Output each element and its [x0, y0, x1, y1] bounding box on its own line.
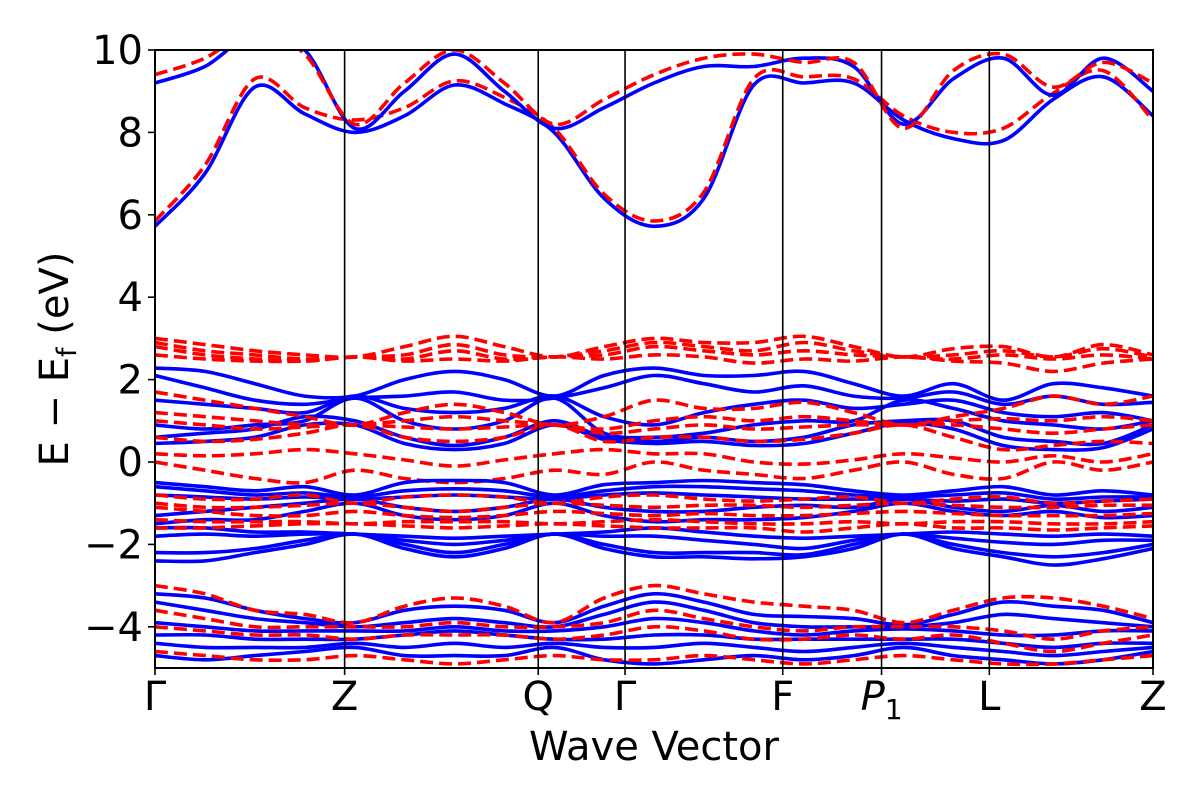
band-line-solid-4	[155, 366, 1153, 402]
y-tick-label-4: 2	[118, 358, 143, 404]
y-axis-title-main: E − E	[32, 357, 78, 467]
x-axis-title: Wave Vector	[529, 724, 780, 770]
x-tick-label-2: Q	[522, 674, 553, 720]
band-line-solid-38	[155, 641, 1153, 658]
y-tick-label-6: −2	[84, 522, 143, 568]
plot-frame	[154, 49, 1154, 669]
band-line-solid-0	[155, 74, 1153, 229]
band-line-dashed-1	[155, 67, 1153, 223]
band-line-dashed-16	[155, 419, 1153, 436]
plot-area	[155, 50, 1153, 667]
high-symmetry-lines	[343, 50, 991, 668]
y-tick-label-2: 6	[118, 193, 143, 239]
band-line-dashed-13	[155, 353, 1153, 374]
y-tick-label-7: −4	[84, 605, 143, 651]
band-line-dashed-19	[155, 460, 1153, 485]
y-axis-title-sub: f	[52, 346, 83, 357]
y-tick-label-1: 8	[118, 110, 143, 156]
x-tick-label-6: L	[978, 674, 1001, 720]
x-tick-label-7: Z	[1139, 674, 1166, 720]
y-axis-title: E − Ef (eV)	[32, 252, 83, 467]
x-tick-label-4: F	[771, 674, 794, 720]
y-axis-title-unit: (eV)	[32, 252, 78, 348]
x-tick-label-0: Γ	[144, 674, 167, 720]
x-tick-label-3: Γ	[614, 674, 637, 720]
y-tick-label-0: 10	[92, 28, 143, 74]
band-line-dashed-33	[155, 521, 1153, 534]
band-line-dashed-3	[155, 50, 1153, 131]
band-line-dashed-30	[155, 501, 1153, 514]
band-line-solid-2	[155, 50, 1153, 132]
x-axis: Γ Z Q Γ F P1 L Z	[144, 668, 1167, 726]
x-tick-label-1: Z	[331, 674, 358, 720]
y-axis: 10 8 6 4 2 0 −2 −4	[84, 28, 155, 651]
x-tick-label-5: P1	[861, 674, 903, 726]
y-tick-label-5: 0	[118, 440, 143, 486]
band-line-dashed-31	[155, 505, 1153, 520]
y-tick-label-3: 4	[118, 275, 143, 321]
